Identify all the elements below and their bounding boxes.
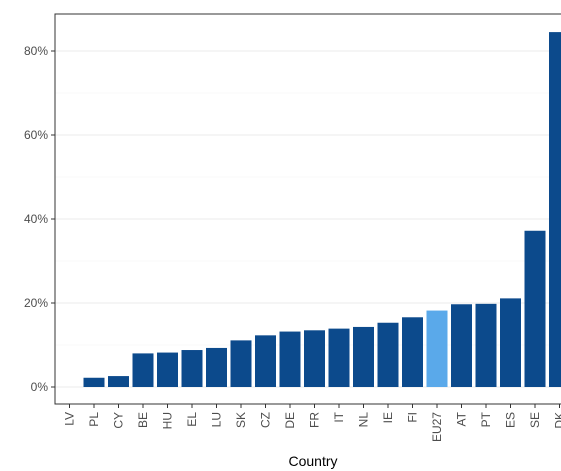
bar-ie xyxy=(377,322,399,387)
bars xyxy=(83,32,561,387)
bar-fr xyxy=(304,330,325,387)
y-axis: 0% 20% 40% 60% 80% xyxy=(24,44,55,394)
bar-es xyxy=(500,298,521,387)
bar-hu xyxy=(157,352,178,387)
x-tick-label-lu: LU xyxy=(210,412,224,427)
x-tick-label-se: SE xyxy=(528,412,542,428)
y-tick-label: 60% xyxy=(24,128,48,142)
x-tick-label-hu: HU xyxy=(161,412,175,429)
panel-border xyxy=(54,13,561,405)
bar-cz xyxy=(255,335,276,387)
bar-eu27 xyxy=(426,310,448,387)
x-tick-label-cz: CZ xyxy=(259,412,273,428)
bar-lu xyxy=(206,347,227,387)
x-tick-label-el: EL xyxy=(185,412,199,427)
x-tick-label-de: DE xyxy=(283,412,297,429)
x-axis-title: Country xyxy=(288,453,337,469)
bar-de xyxy=(279,331,301,387)
x-tick-label-it: IT xyxy=(332,411,346,422)
bar-pl xyxy=(83,377,105,387)
x-tick-label-ie: IE xyxy=(381,412,395,423)
x-tick-label-nl: NL xyxy=(357,412,371,428)
x-tick-label-dk: DK xyxy=(553,412,561,429)
x-tick-label-pt: PT xyxy=(479,411,493,427)
bar-sk xyxy=(230,340,252,387)
x-tick-label-cy: CY xyxy=(112,412,126,429)
y-tick-label: 0% xyxy=(31,380,49,394)
x-tick-label-at: AT xyxy=(455,411,469,426)
x-tick-label-pl: PL xyxy=(87,412,101,427)
bar-el xyxy=(181,350,203,387)
y-tick-label: 40% xyxy=(24,212,48,226)
bar-be xyxy=(132,353,154,387)
y-tick-label: 20% xyxy=(24,296,48,310)
x-tick-label-fr: FR xyxy=(308,412,322,428)
bar-nl xyxy=(353,326,374,387)
bar-at xyxy=(451,304,472,387)
x-tick-label-fi: FI xyxy=(406,412,420,423)
x-tick-label-es: ES xyxy=(504,412,518,428)
bar-fi xyxy=(402,317,423,387)
y-tick-label: 80% xyxy=(24,44,48,58)
bar-dk xyxy=(549,32,561,387)
bar-cy xyxy=(108,376,129,387)
x-axis: LV PL CY BE HU EL LU SK CZ DE FR IT NL IE FI EU27 AT PT ES… xyxy=(63,404,561,442)
x-tick-label-lv: LV xyxy=(63,412,77,426)
x-tick-label-be: BE xyxy=(136,412,150,428)
bar-it xyxy=(328,328,350,387)
bar-se xyxy=(524,230,546,387)
bar-pt xyxy=(475,303,497,387)
x-tick-label-eu27: EU27 xyxy=(430,412,444,442)
x-tick-label-sk: SK xyxy=(234,412,248,428)
